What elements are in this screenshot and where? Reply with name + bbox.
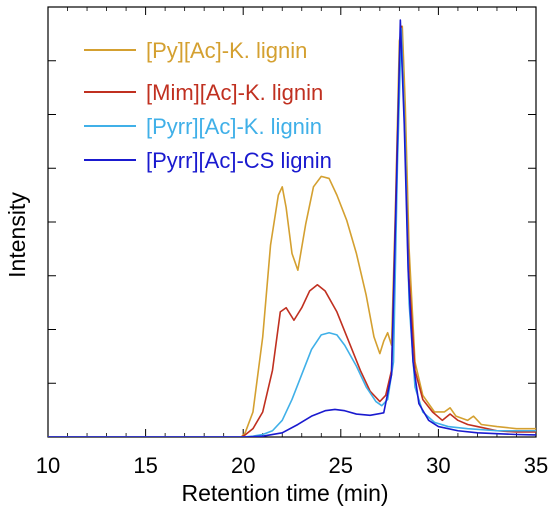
series-line-4	[48, 19, 536, 437]
legend: [Py][Ac]-K. lignin [Mim][Ac]-K. lignin [Py…	[84, 38, 332, 173]
series-line-2	[48, 25, 536, 437]
y-axis-title: Intensity	[4, 192, 30, 278]
x-axis-title: Retention time (min)	[181, 480, 388, 506]
plot-area	[47, 6, 537, 438]
plot-frame	[47, 6, 537, 438]
x-axis-ticks	[47, 7, 537, 437]
legend-label-3: [Pyrr][Ac]-K. lignin	[146, 114, 322, 139]
x-tick-label: 35	[524, 453, 548, 478]
x-tick-label: 10	[36, 453, 60, 478]
y-axis-ticks	[48, 6, 536, 384]
x-tick-labels: 10 15 20 25 30 35	[36, 453, 548, 478]
x-tick-label: 15	[133, 453, 157, 478]
x-tick-label: 20	[231, 453, 255, 478]
legend-label-4: [Pyrr][Ac]-CS lignin	[146, 148, 332, 173]
series-layer	[48, 19, 536, 437]
legend-label-2: [Mim][Ac]-K. lignin	[146, 80, 323, 105]
x-tick-label: 30	[426, 453, 450, 478]
series-line-1	[48, 25, 536, 437]
x-tick-label: 25	[329, 453, 353, 478]
legend-label-1: [Py][Ac]-K. lignin	[146, 38, 307, 63]
